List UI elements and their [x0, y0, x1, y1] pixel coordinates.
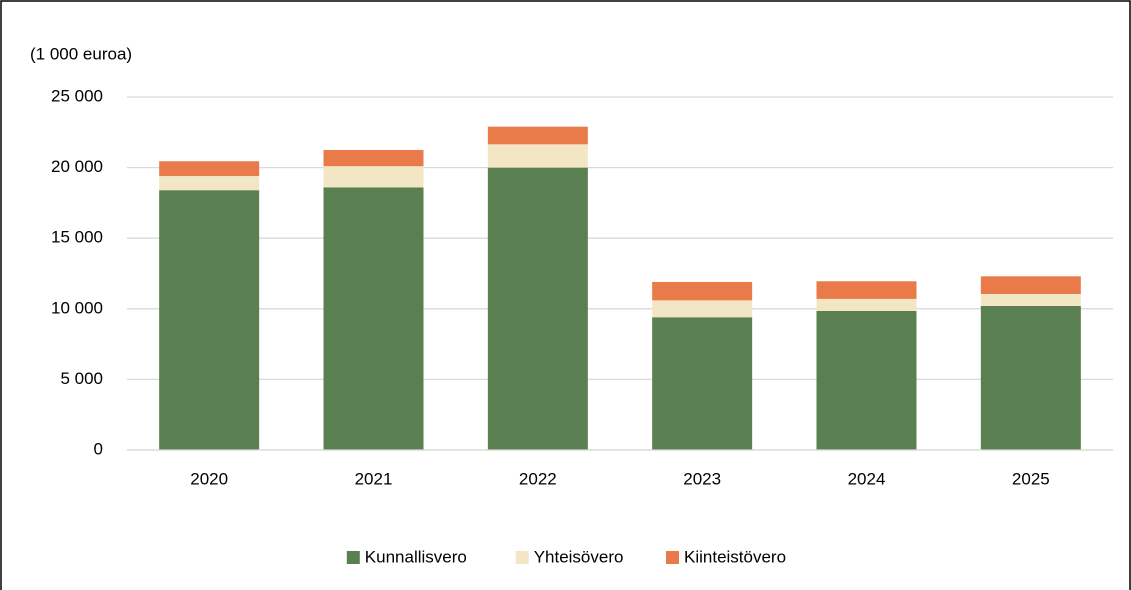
bar-segment [652, 281, 753, 301]
x-tick-label: 2021 [355, 469, 393, 488]
y-tick-label: 20 000 [51, 157, 103, 176]
y-tick-label: 15 000 [51, 228, 103, 247]
x-tick-label: 2024 [848, 469, 886, 488]
y-axis-label: (1 000 euroa) [30, 44, 132, 63]
bar-segment [159, 190, 260, 450]
bar-segment [487, 144, 588, 168]
legend-label: Yhteisövero [534, 547, 624, 566]
bar-segment [980, 293, 1081, 306]
x-tick-label: 2023 [683, 469, 721, 488]
bar-segment [980, 305, 1081, 450]
legend-label: Kunnallisvero [365, 547, 467, 566]
bar-segment [816, 298, 917, 311]
x-tick-label: 2022 [519, 469, 557, 488]
bar-segment [487, 167, 588, 450]
y-tick-label: 10 000 [51, 298, 103, 317]
legend-swatch [666, 551, 679, 564]
y-tick-label: 5 000 [60, 369, 103, 388]
y-tick-label: 0 [94, 439, 103, 458]
bar-segment [159, 161, 260, 177]
x-tick-label: 2020 [190, 469, 228, 488]
bar-segment [652, 300, 753, 318]
bar-segment [159, 176, 260, 191]
legend-label: Kiinteistövero [684, 547, 786, 566]
legend-swatch [346, 551, 360, 564]
x-tick-label: 2025 [1012, 469, 1050, 488]
bar-segment [652, 317, 753, 450]
bar-segment [323, 149, 424, 167]
bar-segment [816, 310, 917, 450]
bar-segment [980, 276, 1081, 294]
y-tick-label: 25 000 [51, 86, 103, 105]
bar-segment [323, 187, 424, 451]
bar-segment [816, 281, 917, 299]
bar-segment [487, 126, 588, 145]
legend-swatch [515, 551, 529, 564]
bar-segment [323, 166, 424, 188]
